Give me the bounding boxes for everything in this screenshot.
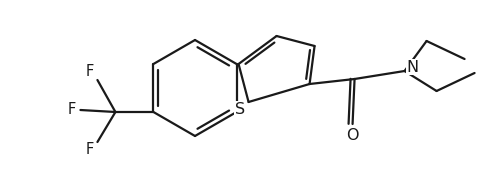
Text: F: F [86, 64, 94, 80]
Text: S: S [234, 101, 244, 116]
Text: F: F [86, 143, 94, 158]
Text: O: O [346, 127, 359, 143]
Text: N: N [406, 59, 418, 75]
Text: F: F [68, 103, 76, 117]
